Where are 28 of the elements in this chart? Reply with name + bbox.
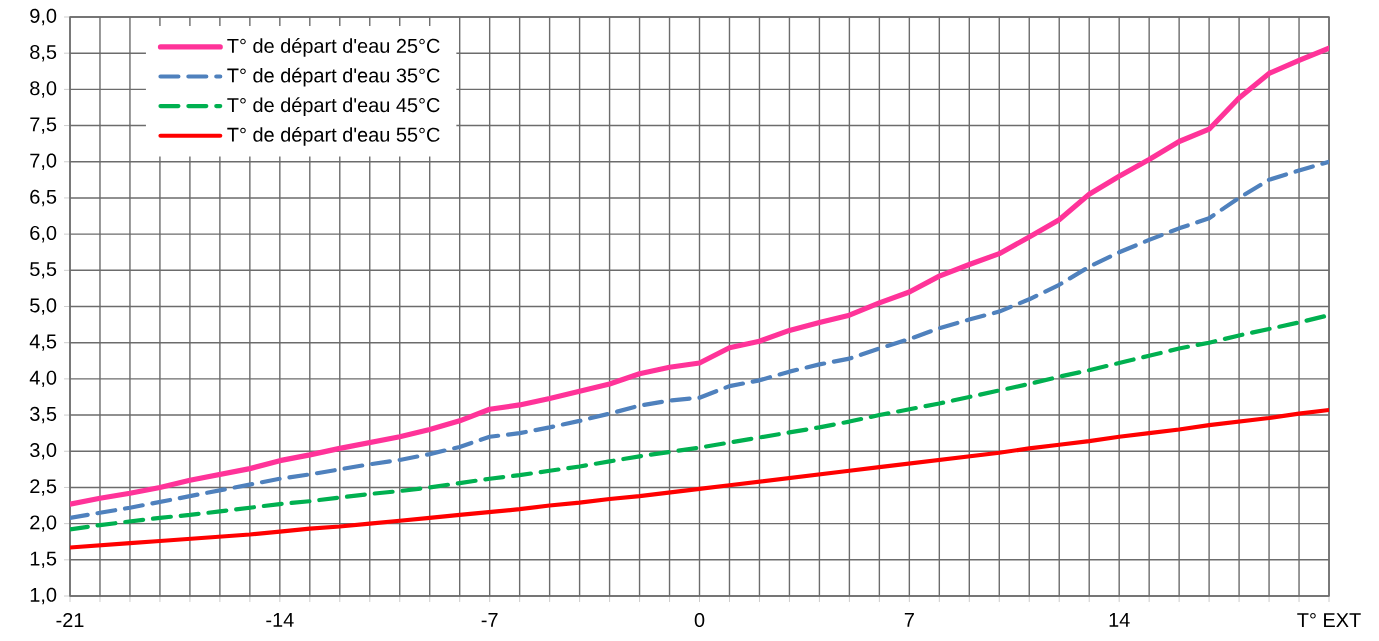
legend-label: T° de départ d'eau 35°C <box>227 67 440 87</box>
x-tick-label: T° EXT <box>1297 613 1361 627</box>
x-tick-label: 0 <box>694 613 705 628</box>
y-tick-label: 7,5 <box>30 117 57 134</box>
y-tick-label: 9,0 <box>30 8 57 26</box>
y-tick-label: 5,0 <box>30 298 57 315</box>
legend-label: T° de départ d'eau 55°C <box>227 126 440 146</box>
y-tick-label: 3,0 <box>30 443 57 460</box>
y-tick-label: 1,0 <box>30 587 57 605</box>
y-tick-label: 8,0 <box>30 81 57 98</box>
y-tick-label: 6,0 <box>30 225 57 243</box>
y-tick-label: 2,0 <box>30 515 57 532</box>
y-tick-label: 2,5 <box>30 479 57 496</box>
x-tick-label: 14 <box>1109 612 1130 627</box>
legend-label: T° de départ d'eau 25°C <box>227 38 440 57</box>
x-tick-label: -14 <box>266 612 294 627</box>
x-tick-label: 7 <box>904 612 914 627</box>
y-tick-label: 7,0 <box>30 153 57 170</box>
x-tick-label: -7 <box>481 612 498 627</box>
y-tick-label: 1,5 <box>30 551 57 568</box>
legend-label: T° de départ d'eau 45°C <box>227 97 440 117</box>
y-tick-label: 6,5 <box>30 189 57 207</box>
y-tick-label: 3,5 <box>30 406 57 424</box>
y-tick-label: 4,5 <box>29 334 57 351</box>
y-tick-label: 8,5 <box>30 44 57 62</box>
y-tick-label: 4,0 <box>29 370 57 388</box>
y-tick-label: 5,5 <box>30 262 57 279</box>
x-tick-label: -21 <box>56 613 84 627</box>
